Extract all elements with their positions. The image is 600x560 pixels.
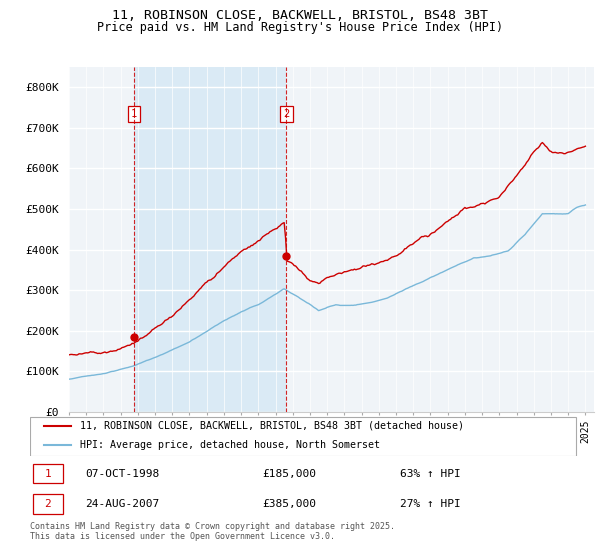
FancyBboxPatch shape <box>33 464 63 483</box>
Text: 07-OCT-1998: 07-OCT-1998 <box>85 469 160 479</box>
Text: 24-AUG-2007: 24-AUG-2007 <box>85 499 160 509</box>
Text: 2: 2 <box>44 499 51 509</box>
Text: 2: 2 <box>283 109 290 119</box>
Text: 1: 1 <box>131 109 137 119</box>
Text: 27% ↑ HPI: 27% ↑ HPI <box>400 499 461 509</box>
Text: 1: 1 <box>44 469 51 479</box>
Text: HPI: Average price, detached house, North Somerset: HPI: Average price, detached house, Nort… <box>80 440 380 450</box>
Text: £185,000: £185,000 <box>262 469 316 479</box>
Text: £385,000: £385,000 <box>262 499 316 509</box>
Text: 11, ROBINSON CLOSE, BACKWELL, BRISTOL, BS48 3BT (detached house): 11, ROBINSON CLOSE, BACKWELL, BRISTOL, B… <box>80 421 464 431</box>
Text: 11, ROBINSON CLOSE, BACKWELL, BRISTOL, BS48 3BT: 11, ROBINSON CLOSE, BACKWELL, BRISTOL, B… <box>112 9 488 22</box>
Text: Contains HM Land Registry data © Crown copyright and database right 2025.
This d: Contains HM Land Registry data © Crown c… <box>30 522 395 542</box>
Text: Price paid vs. HM Land Registry's House Price Index (HPI): Price paid vs. HM Land Registry's House … <box>97 21 503 34</box>
FancyBboxPatch shape <box>33 494 63 514</box>
Bar <box>134 67 286 412</box>
Text: 63% ↑ HPI: 63% ↑ HPI <box>400 469 461 479</box>
FancyBboxPatch shape <box>30 417 577 456</box>
